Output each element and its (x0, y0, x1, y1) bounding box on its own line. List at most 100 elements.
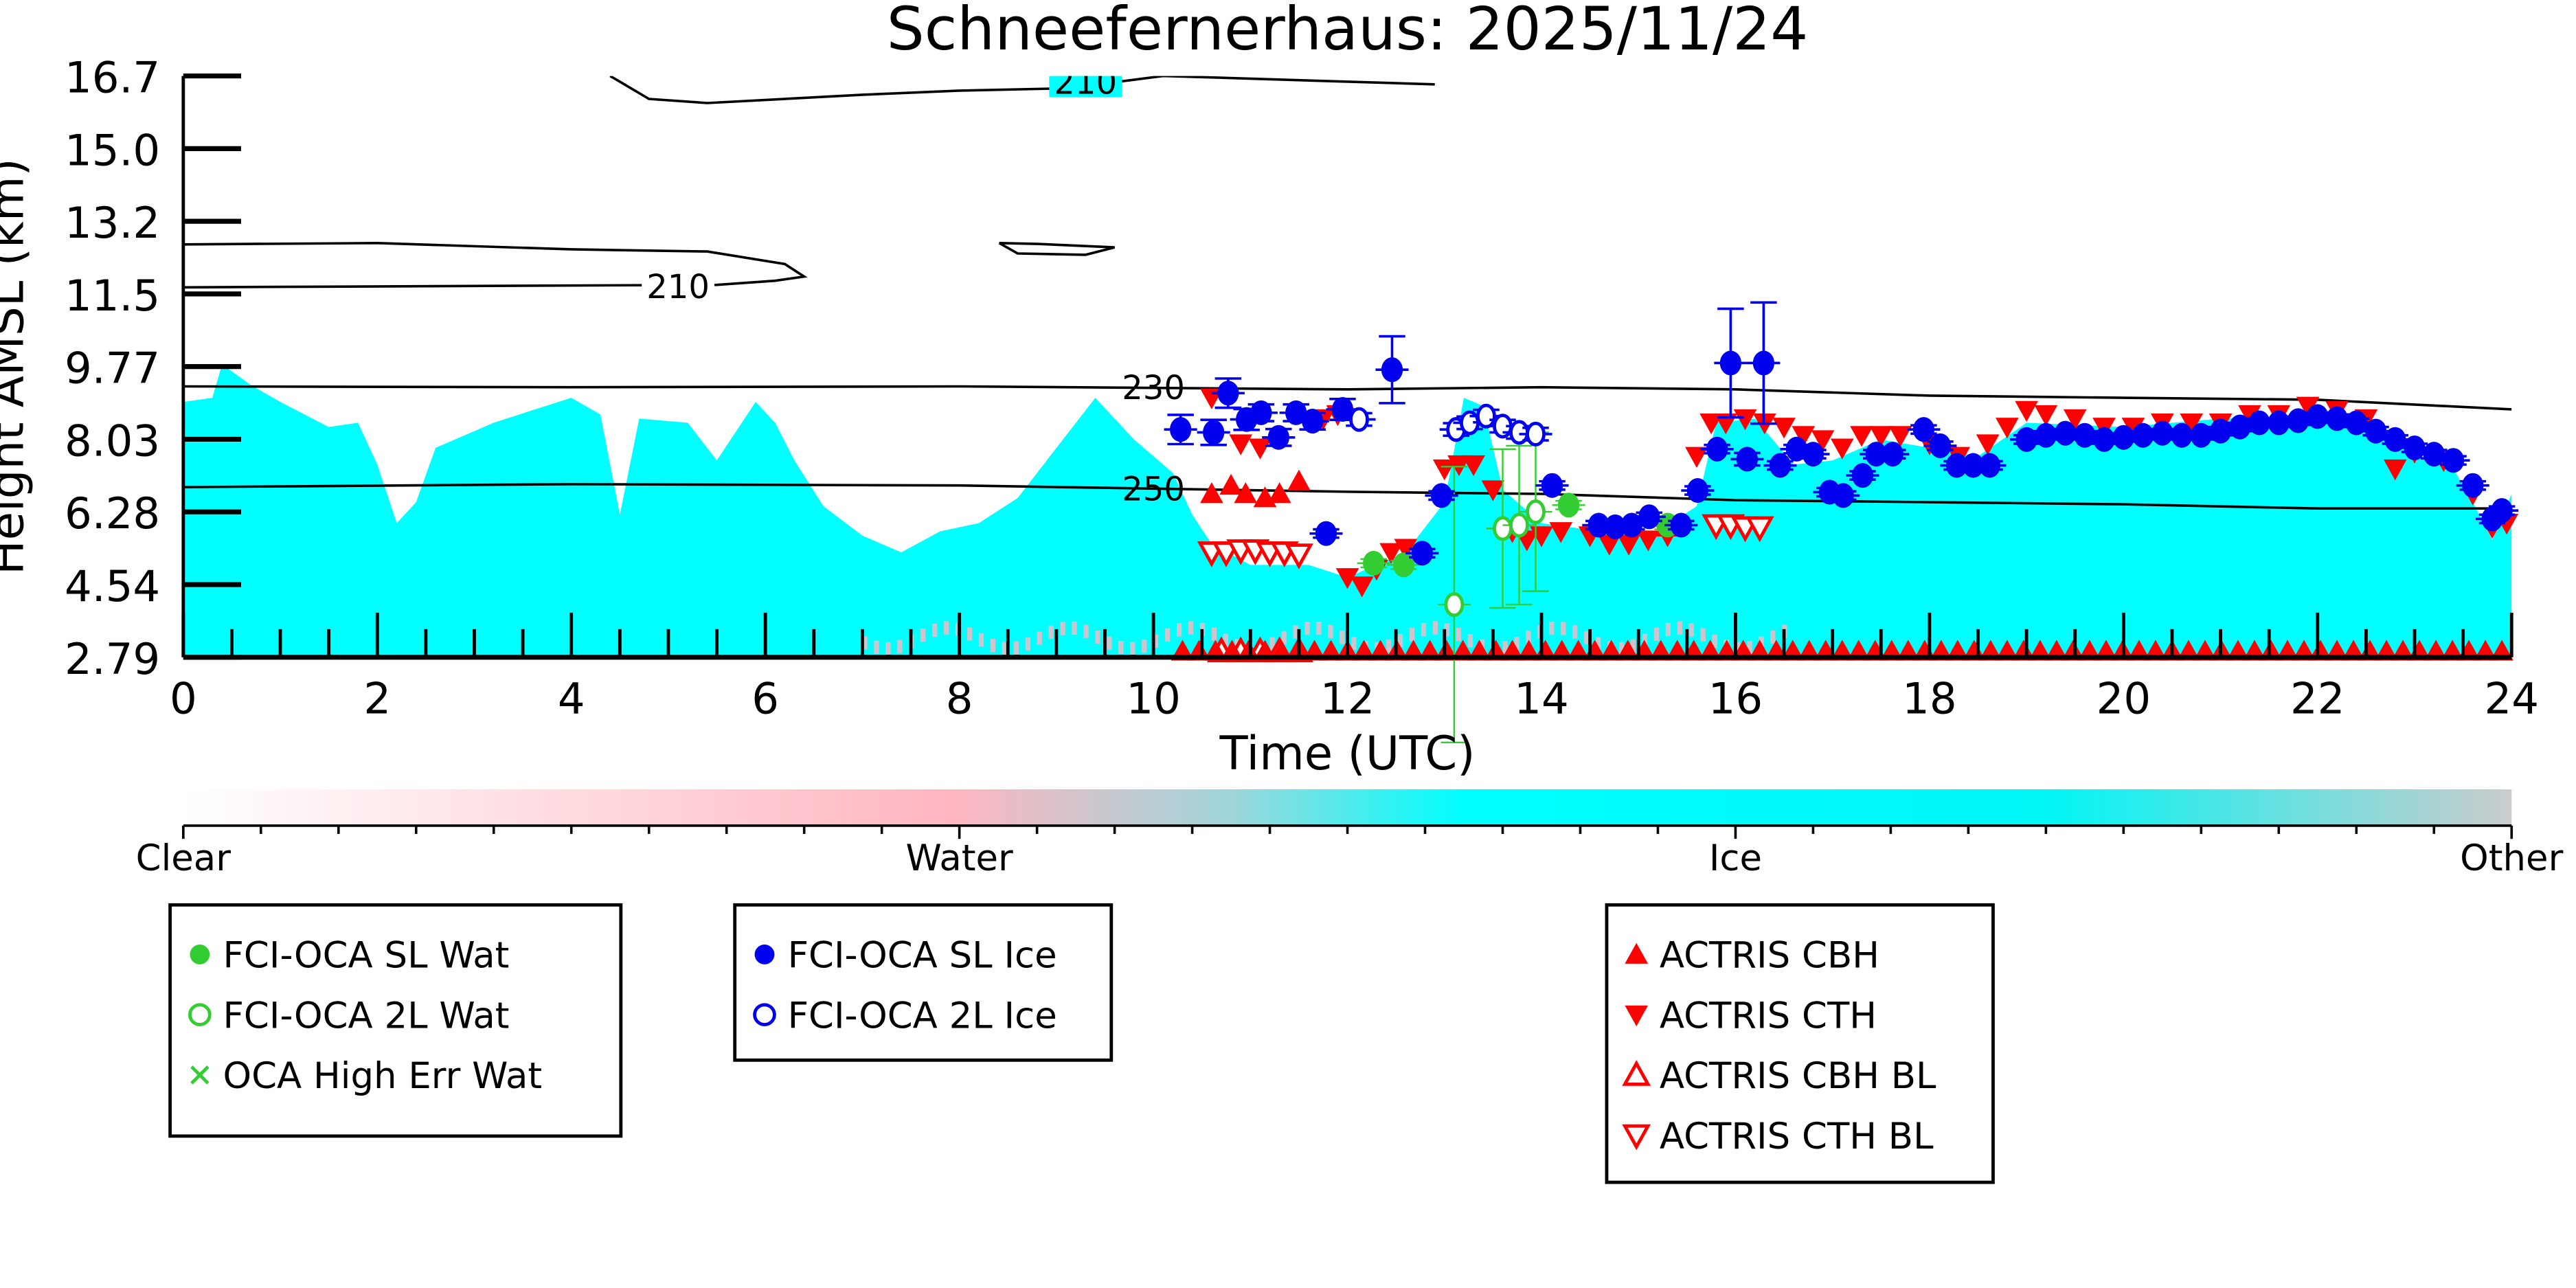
filled-circle-marker (2132, 422, 2154, 448)
triangle-down-marker (1248, 438, 1272, 460)
triangle-up-marker (1625, 942, 1649, 964)
water-cloud-speck (1618, 642, 1625, 655)
water-cloud-speck (1223, 633, 1228, 647)
water-cloud-speck (1409, 628, 1415, 642)
water-cloud-speck (1328, 624, 1333, 639)
contour-label: 230 (1122, 369, 1185, 407)
water-cloud-speck (920, 629, 926, 642)
contour-label: 250 (1122, 470, 1185, 508)
water-cloud-speck (1432, 621, 1438, 635)
temperature-contour-230 (183, 385, 2512, 411)
triangle-up-marker (1199, 482, 1223, 504)
filled-circle-marker (2462, 473, 2484, 498)
filled-circle-marker (1363, 550, 1385, 576)
x-tick-label: 10 (1126, 673, 1181, 723)
filled-circle-marker (1686, 477, 1708, 504)
triangle-down-marker (1462, 455, 1485, 477)
legend-entry-label: ACTRIS CBH BL (1660, 1055, 1936, 1097)
filled-circle-marker (2307, 404, 2329, 429)
open-circle-marker (1444, 592, 1465, 618)
triangle-down-marker (1636, 530, 1660, 552)
filled-circle-marker (2491, 498, 2513, 523)
water-cloud-speck (1269, 637, 1275, 651)
water-cloud-speck (1596, 637, 1601, 651)
temperature-contour-250 (183, 483, 2512, 510)
water-cloud-speck (897, 640, 903, 653)
triangle-down-marker (1996, 418, 2019, 439)
filled-circle-marker (2384, 427, 2406, 452)
triangle-down-marker (1447, 455, 1471, 477)
triangle-down-marker (1733, 409, 1757, 431)
open-circle-marker (1493, 516, 1513, 541)
x-marker (190, 1065, 210, 1085)
filled-circle-marker (1381, 357, 1403, 383)
y-tick-label: 9.77 (65, 343, 160, 394)
legend-box-2: FCI-OCA SL Ice FCI-OCA 2L Ice (733, 903, 1114, 1062)
filled-circle-marker (2423, 442, 2445, 467)
filled-circle-marker (2015, 427, 2037, 452)
phase-colorbar: Clear Water Ice Other (136, 789, 2564, 879)
x-tick-label: 12 (1320, 673, 1375, 723)
filled-circle-marker (1250, 400, 1272, 425)
legend-frame (168, 903, 623, 1138)
triangle-down-marker (1622, 1124, 1651, 1151)
filled-circle-marker (2054, 420, 2077, 446)
water-cloud-speck (1456, 628, 1461, 642)
open-circle-marker (1526, 421, 1546, 447)
water-cloud-speck (1060, 622, 1065, 635)
filled-circle-marker (1315, 521, 1337, 546)
legend-box-1: FCI-OCA SL Wat FCI-OCA 2L Wat OCA High Err… (168, 903, 623, 1138)
filled-circle-marker (2074, 422, 2096, 448)
water-cloud-speck (1630, 639, 1636, 653)
triangle-up-marker (1267, 482, 1291, 504)
water-cloud-speck (1502, 641, 1508, 655)
triangle-down-marker (1699, 414, 1723, 435)
colorbar-label-ice: Ice (1709, 837, 1762, 879)
filled-circle-marker (1882, 442, 1903, 467)
legend-entry-label: ACTRIS CTH BL (1660, 1116, 1934, 1157)
open-circle-marker (188, 1003, 212, 1026)
contour-label: 210 (646, 268, 710, 306)
filled-circle-marker (2112, 425, 2134, 450)
filled-circle-marker (1638, 504, 1660, 530)
filled-circle-marker (1802, 442, 1824, 467)
filled-circle-marker (1411, 541, 1433, 566)
filled-circle-marker (2229, 414, 2251, 440)
water-cloud-speck (1467, 634, 1473, 648)
triangle-down-marker (1229, 434, 1253, 455)
triangle-down-marker (1625, 1005, 1649, 1026)
filled-circle-marker (1832, 483, 1854, 508)
filled-circle-marker (2151, 420, 2173, 446)
filled-circle-marker (2442, 448, 2465, 473)
water-cloud-speck (1048, 625, 1054, 640)
triangle-down-marker (1772, 418, 1796, 439)
filled-circle-marker (1285, 400, 1307, 425)
filled-circle-marker (2345, 410, 2367, 436)
open-circle-marker (753, 1003, 776, 1026)
water-cloud-speck (1572, 625, 1578, 639)
water-cloud-speck (1188, 621, 1194, 635)
water-cloud-speck (1642, 633, 1648, 647)
triangle-down-marker (1481, 480, 1505, 501)
chart-title: Schneefernerhaus: 2025/11/24 (887, 0, 1808, 64)
contour-label-bg (1049, 76, 1122, 98)
legend-entry-label: FCI-OCA SL Ice (788, 935, 1057, 977)
water-cloud-speck (1037, 631, 1042, 645)
water-cloud-speck (978, 633, 984, 647)
x-axis-label: Time (UTC) (1219, 727, 1476, 780)
open-circle-marker (1526, 499, 1546, 525)
water-cloud-speck (967, 627, 973, 641)
triangle-down-marker (1335, 568, 1359, 589)
triangle-up-marker (1219, 473, 1243, 495)
water-cloud-speck (1386, 639, 1392, 653)
legend-frame (733, 903, 1114, 1062)
water-cloud-speck (1561, 622, 1566, 635)
water-cloud-speck (1293, 625, 1298, 639)
legend-entry-label: ACTRIS CTH (1660, 995, 1877, 1037)
filled-circle-marker (1752, 350, 1775, 376)
water-cloud-speck (1211, 627, 1217, 641)
filled-circle-marker (2268, 410, 2290, 436)
filled-circle-marker (1929, 433, 1952, 458)
